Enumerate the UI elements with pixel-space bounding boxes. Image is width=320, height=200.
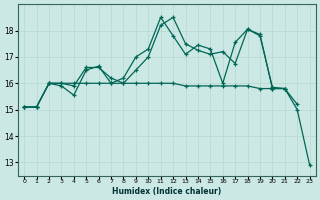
X-axis label: Humidex (Indice chaleur): Humidex (Indice chaleur) [112,187,221,196]
